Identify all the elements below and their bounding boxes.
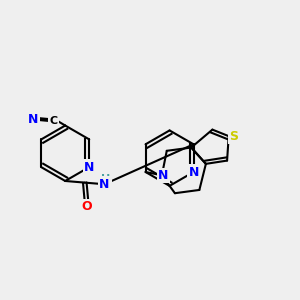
Text: N: N (99, 178, 110, 191)
Text: S: S (229, 130, 238, 142)
Text: C: C (50, 116, 58, 126)
Text: N: N (188, 166, 199, 178)
Text: N: N (158, 169, 169, 182)
Text: H: H (101, 174, 111, 184)
Text: N: N (84, 160, 94, 174)
Text: N: N (28, 112, 38, 125)
Text: O: O (81, 200, 92, 213)
